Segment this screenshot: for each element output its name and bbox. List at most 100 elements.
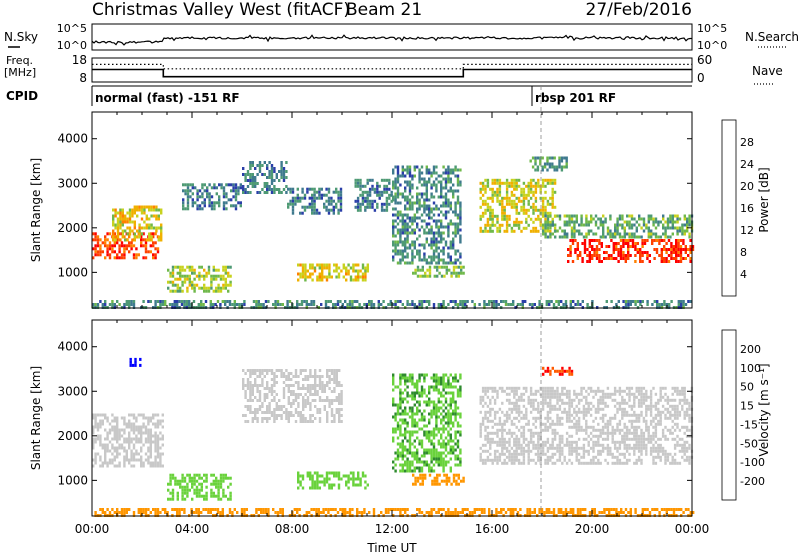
heatmap-cell bbox=[484, 428, 487, 432]
heatmap-cell bbox=[449, 469, 452, 473]
heatmap-cell bbox=[392, 415, 395, 419]
heatmap-cell bbox=[460, 479, 463, 483]
heatmap-cell bbox=[578, 229, 581, 233]
heatmap-cell bbox=[118, 461, 121, 465]
heatmap-cell bbox=[496, 199, 499, 203]
heatmap-cell bbox=[106, 461, 109, 465]
heatmap-cell bbox=[571, 260, 575, 263]
heatmap-cell bbox=[298, 303, 301, 306]
heatmap-cell bbox=[479, 217, 482, 221]
heatmap-cell bbox=[594, 220, 598, 224]
heatmap-cell bbox=[101, 422, 104, 426]
heatmap-cell bbox=[290, 390, 293, 393]
heatmap-cell bbox=[594, 232, 598, 236]
heatmap-cell bbox=[159, 419, 162, 423]
heatmap-cell bbox=[208, 204, 211, 208]
heatmap-cell bbox=[430, 225, 433, 229]
heatmap-cell bbox=[303, 208, 307, 212]
heatmap-cell bbox=[289, 190, 292, 194]
heatmap-cell bbox=[452, 240, 455, 244]
heatmap-cell bbox=[411, 373, 414, 377]
heatmap-cell bbox=[318, 486, 321, 490]
heatmap-cell bbox=[394, 213, 397, 217]
heatmap-cell bbox=[128, 458, 131, 462]
heatmap-cell bbox=[120, 428, 124, 432]
heatmap-cell bbox=[258, 170, 262, 173]
heatmap-cell bbox=[548, 165, 552, 169]
heatmap-cell bbox=[435, 412, 438, 416]
heatmap-cell bbox=[498, 422, 502, 426]
heatmap-cell bbox=[266, 369, 269, 372]
heatmap-cell bbox=[456, 231, 460, 235]
heatmap-cell bbox=[537, 434, 540, 438]
heatmap-cell bbox=[432, 406, 436, 410]
heatmap-cell bbox=[423, 448, 426, 452]
heatmap-cell bbox=[425, 183, 428, 187]
heatmap-cell bbox=[338, 408, 341, 411]
heatmap-cell bbox=[113, 232, 116, 236]
heatmap-cell bbox=[239, 186, 242, 190]
heatmap-cell bbox=[554, 235, 557, 239]
heatmap-cell bbox=[418, 234, 421, 238]
heatmap-cell bbox=[581, 242, 584, 245]
heatmap-cell bbox=[157, 214, 160, 218]
heatmap-cell bbox=[433, 274, 436, 278]
heatmap-cell bbox=[555, 168, 559, 172]
heatmap-cell bbox=[300, 303, 304, 306]
heatmap-cell bbox=[392, 460, 395, 464]
heatmap-cell bbox=[539, 431, 542, 435]
heatmap-cell bbox=[376, 181, 379, 185]
heatmap-cell bbox=[520, 199, 523, 203]
heatmap-cell bbox=[447, 385, 450, 389]
heatmap-cell bbox=[635, 226, 638, 230]
heatmap-cell bbox=[423, 433, 426, 437]
heatmap-cell bbox=[266, 393, 269, 396]
heatmap-cell bbox=[684, 257, 687, 260]
heatmap-cell bbox=[330, 471, 333, 475]
heatmap-cell bbox=[303, 196, 307, 200]
heatmap-cell bbox=[222, 277, 225, 281]
heatmap-cell bbox=[454, 303, 457, 306]
heatmap-cell bbox=[522, 208, 526, 212]
heatmap-cell bbox=[437, 195, 440, 199]
heatmap-cell bbox=[406, 424, 409, 428]
heatmap-cell bbox=[132, 256, 136, 260]
heatmap-cell bbox=[123, 244, 126, 248]
heatmap-cell bbox=[413, 213, 416, 217]
heatmap-cell bbox=[517, 386, 521, 390]
heatmap-cell bbox=[440, 274, 444, 278]
heatmap-cell bbox=[234, 195, 238, 199]
heatmap-cell bbox=[99, 464, 102, 468]
heatmap-cell bbox=[325, 205, 328, 209]
heatmap-cell bbox=[456, 213, 460, 217]
heatmap-cell bbox=[420, 385, 424, 389]
heatmap-cell bbox=[129, 357, 132, 361]
heatmap-cell bbox=[515, 398, 518, 402]
heatmap-cell bbox=[549, 196, 552, 200]
heatmap-cell bbox=[416, 466, 419, 470]
heatmap-cell bbox=[569, 239, 572, 242]
heatmap-cell bbox=[120, 443, 124, 447]
heatmap-cell bbox=[527, 184, 530, 188]
heatmap-cell bbox=[392, 219, 395, 223]
heatmap-cell bbox=[328, 402, 331, 405]
heatmap-cell bbox=[481, 422, 485, 426]
heatmap-cell bbox=[128, 226, 132, 230]
heatmap-cell bbox=[406, 234, 409, 238]
heatmap-cell bbox=[219, 476, 223, 480]
heatmap-cell bbox=[121, 220, 124, 224]
heatmap-cell bbox=[622, 245, 625, 248]
heatmap-cell bbox=[116, 300, 119, 303]
heatmap-cell bbox=[242, 185, 245, 188]
heatmap-cell bbox=[546, 440, 550, 444]
heatmap-cell bbox=[425, 448, 428, 452]
heatmap-cell bbox=[225, 207, 228, 211]
heatmap-cell bbox=[452, 189, 455, 193]
heatmap-cell bbox=[399, 210, 402, 214]
heatmap-cell bbox=[496, 443, 499, 447]
heatmap-cell bbox=[599, 223, 602, 227]
heatmap-cell bbox=[418, 216, 421, 220]
heatmap-cell bbox=[186, 195, 190, 199]
heatmap-cell bbox=[399, 258, 402, 262]
heatmap-cell bbox=[304, 405, 307, 408]
